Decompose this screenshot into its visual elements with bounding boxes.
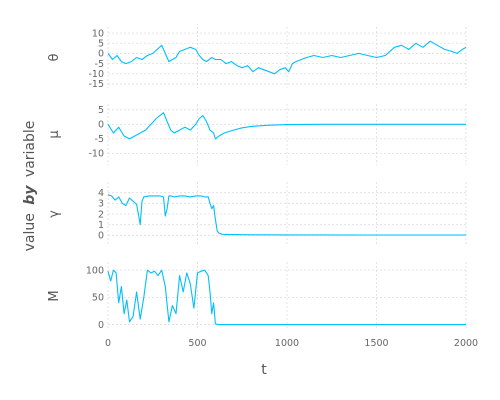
series-line-μ: [107, 112, 466, 140]
y-tick-label: -10: [88, 149, 104, 160]
y-tick-label: 50: [92, 293, 104, 304]
x-tick-label: 1500: [364, 338, 388, 349]
y-axis-label: value by variable: [22, 121, 38, 252]
y-tick-label: 5: [98, 105, 104, 116]
panel-grid: [107, 104, 467, 165]
y-tick-label: 0: [98, 120, 104, 131]
variable-label: M: [47, 290, 62, 301]
y-tick-label: 1: [98, 220, 104, 231]
x-tick-label: 1000: [275, 338, 299, 349]
panel-grid: [107, 27, 467, 88]
y-tick-label: -10: [88, 69, 104, 80]
variable-label: μ: [47, 130, 62, 138]
x-tick-label: 500: [188, 338, 206, 349]
y-tick-label: -5: [95, 134, 104, 145]
panel-grid: [107, 182, 467, 246]
x-tick-label: 0: [105, 338, 111, 349]
y-tick-label: -5: [95, 59, 104, 70]
series-line-M: [107, 269, 466, 326]
y-tick-label: 10: [92, 28, 104, 39]
y-tick-label: 0: [98, 49, 104, 60]
x-tick-label: 2000: [454, 338, 478, 349]
variable-label: θ: [47, 53, 62, 61]
variable-label: γ: [47, 210, 62, 218]
y-axis-label-part-2: by: [22, 185, 38, 205]
series-line-θ: [107, 40, 467, 75]
y-axis-label-part-1: value: [22, 213, 38, 251]
y-tick-label: 3: [98, 199, 104, 210]
y-axis-label-part-3: variable: [22, 121, 38, 177]
y-tick-label: 0: [98, 231, 104, 242]
x-axis-ticks: 0 500 1000 1500 2000: [105, 338, 478, 349]
series-line-γ: [107, 194, 466, 236]
y-tick-label: 5: [98, 39, 104, 50]
panel-grid: [107, 262, 467, 330]
y-tick-label: -15: [88, 79, 104, 90]
y-tick-label: 100: [86, 265, 104, 276]
y-tick-label: 2: [98, 209, 104, 220]
y-tick-label: 4: [98, 188, 104, 199]
panel-3: 100 50 0 M: [47, 262, 467, 331]
y-tick-label: 0: [98, 320, 104, 331]
x-axis-label: t: [261, 362, 267, 378]
panel-1: 5 0 -5 -10 μ: [47, 104, 467, 165]
